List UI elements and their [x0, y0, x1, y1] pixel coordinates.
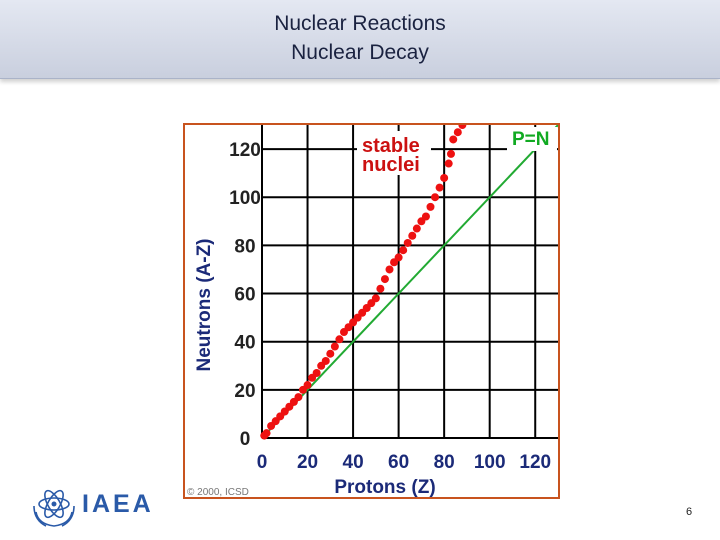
x-tick-label: 40	[343, 452, 364, 473]
stable-nucleus-point	[376, 284, 385, 293]
stable-label-background	[357, 131, 431, 175]
stable-nucleus-point	[399, 246, 408, 255]
stable-nucleus-point	[303, 381, 312, 390]
x-tick-label: 120	[519, 452, 551, 473]
x-tick-label: 60	[388, 452, 409, 473]
slide-header: Nuclear Reactions Nuclear Decay	[0, 0, 720, 79]
stable-nucleus-point	[435, 183, 444, 192]
stable-nucleus-point	[446, 149, 455, 158]
stable-nucleus-point	[312, 368, 321, 377]
stable-nucleus-point	[330, 342, 339, 351]
stable-nucleus-point	[403, 238, 412, 247]
stable-nucleus-point	[262, 429, 271, 438]
nuclei-label: nuclei	[362, 154, 420, 176]
stable-nucleus-point	[449, 135, 458, 144]
page-number: 6	[686, 506, 693, 518]
x-tick-label: 20	[297, 452, 318, 473]
stable-nucleus-point	[458, 125, 467, 129]
stable-nucleus-point	[440, 173, 449, 182]
x-tick-label: 100	[474, 452, 506, 473]
copyright-text: © 2000, ICSD	[187, 487, 249, 497]
x-tick-label: 80	[434, 452, 455, 473]
stable-nucleus-point	[385, 265, 394, 274]
stable-nucleus-point	[371, 294, 380, 303]
iaea-logo-text: IAEA	[82, 490, 154, 518]
stable-nucleus-point	[335, 335, 344, 344]
stable-nucleus-point	[421, 212, 430, 221]
x-axis-label: Protons (Z)	[334, 477, 435, 497]
pn-label-background	[507, 127, 557, 151]
x-tick-label: 0	[257, 452, 268, 473]
y-tick-label: 100	[229, 188, 261, 209]
stable-nucleus-point	[380, 275, 389, 284]
y-tick-label: 120	[229, 140, 261, 161]
stability-chart: 0 20 40 60 80 100 120 0 20 40 60 80 100 120 Protons (Z…	[187, 125, 558, 497]
y-tick-label: 0	[240, 429, 251, 450]
stable-nucleus-point	[326, 349, 335, 358]
stable-nucleus-point	[294, 393, 303, 402]
stable-nucleus-point	[321, 356, 330, 365]
chart-figure: 0 20 40 60 80 100 120 0 20 40 60 80 100 120 Protons (Z…	[183, 123, 560, 499]
stable-nucleus-point	[431, 193, 440, 202]
stable-nucleus-point	[453, 128, 462, 137]
y-tick-label: 60	[234, 285, 255, 306]
stable-label: stable	[362, 135, 420, 157]
y-tick-label: 80	[234, 236, 255, 257]
stable-nucleus-point	[408, 231, 417, 240]
slide-subtitle: Nuclear Decay	[291, 41, 429, 64]
y-tick-label: 20	[234, 381, 255, 402]
pn-label: P=N	[512, 129, 550, 150]
y-tick-label: 40	[234, 333, 255, 354]
y-axis-label: Neutrons (A-Z)	[194, 239, 215, 372]
iaea-emblem-icon	[33, 489, 75, 527]
slide-title: Nuclear Reactions	[274, 12, 446, 35]
stable-nucleus-point	[412, 224, 421, 233]
stable-nucleus-point	[426, 202, 435, 211]
stable-nucleus-point	[444, 159, 453, 168]
stable-nucleus-point	[394, 253, 403, 262]
